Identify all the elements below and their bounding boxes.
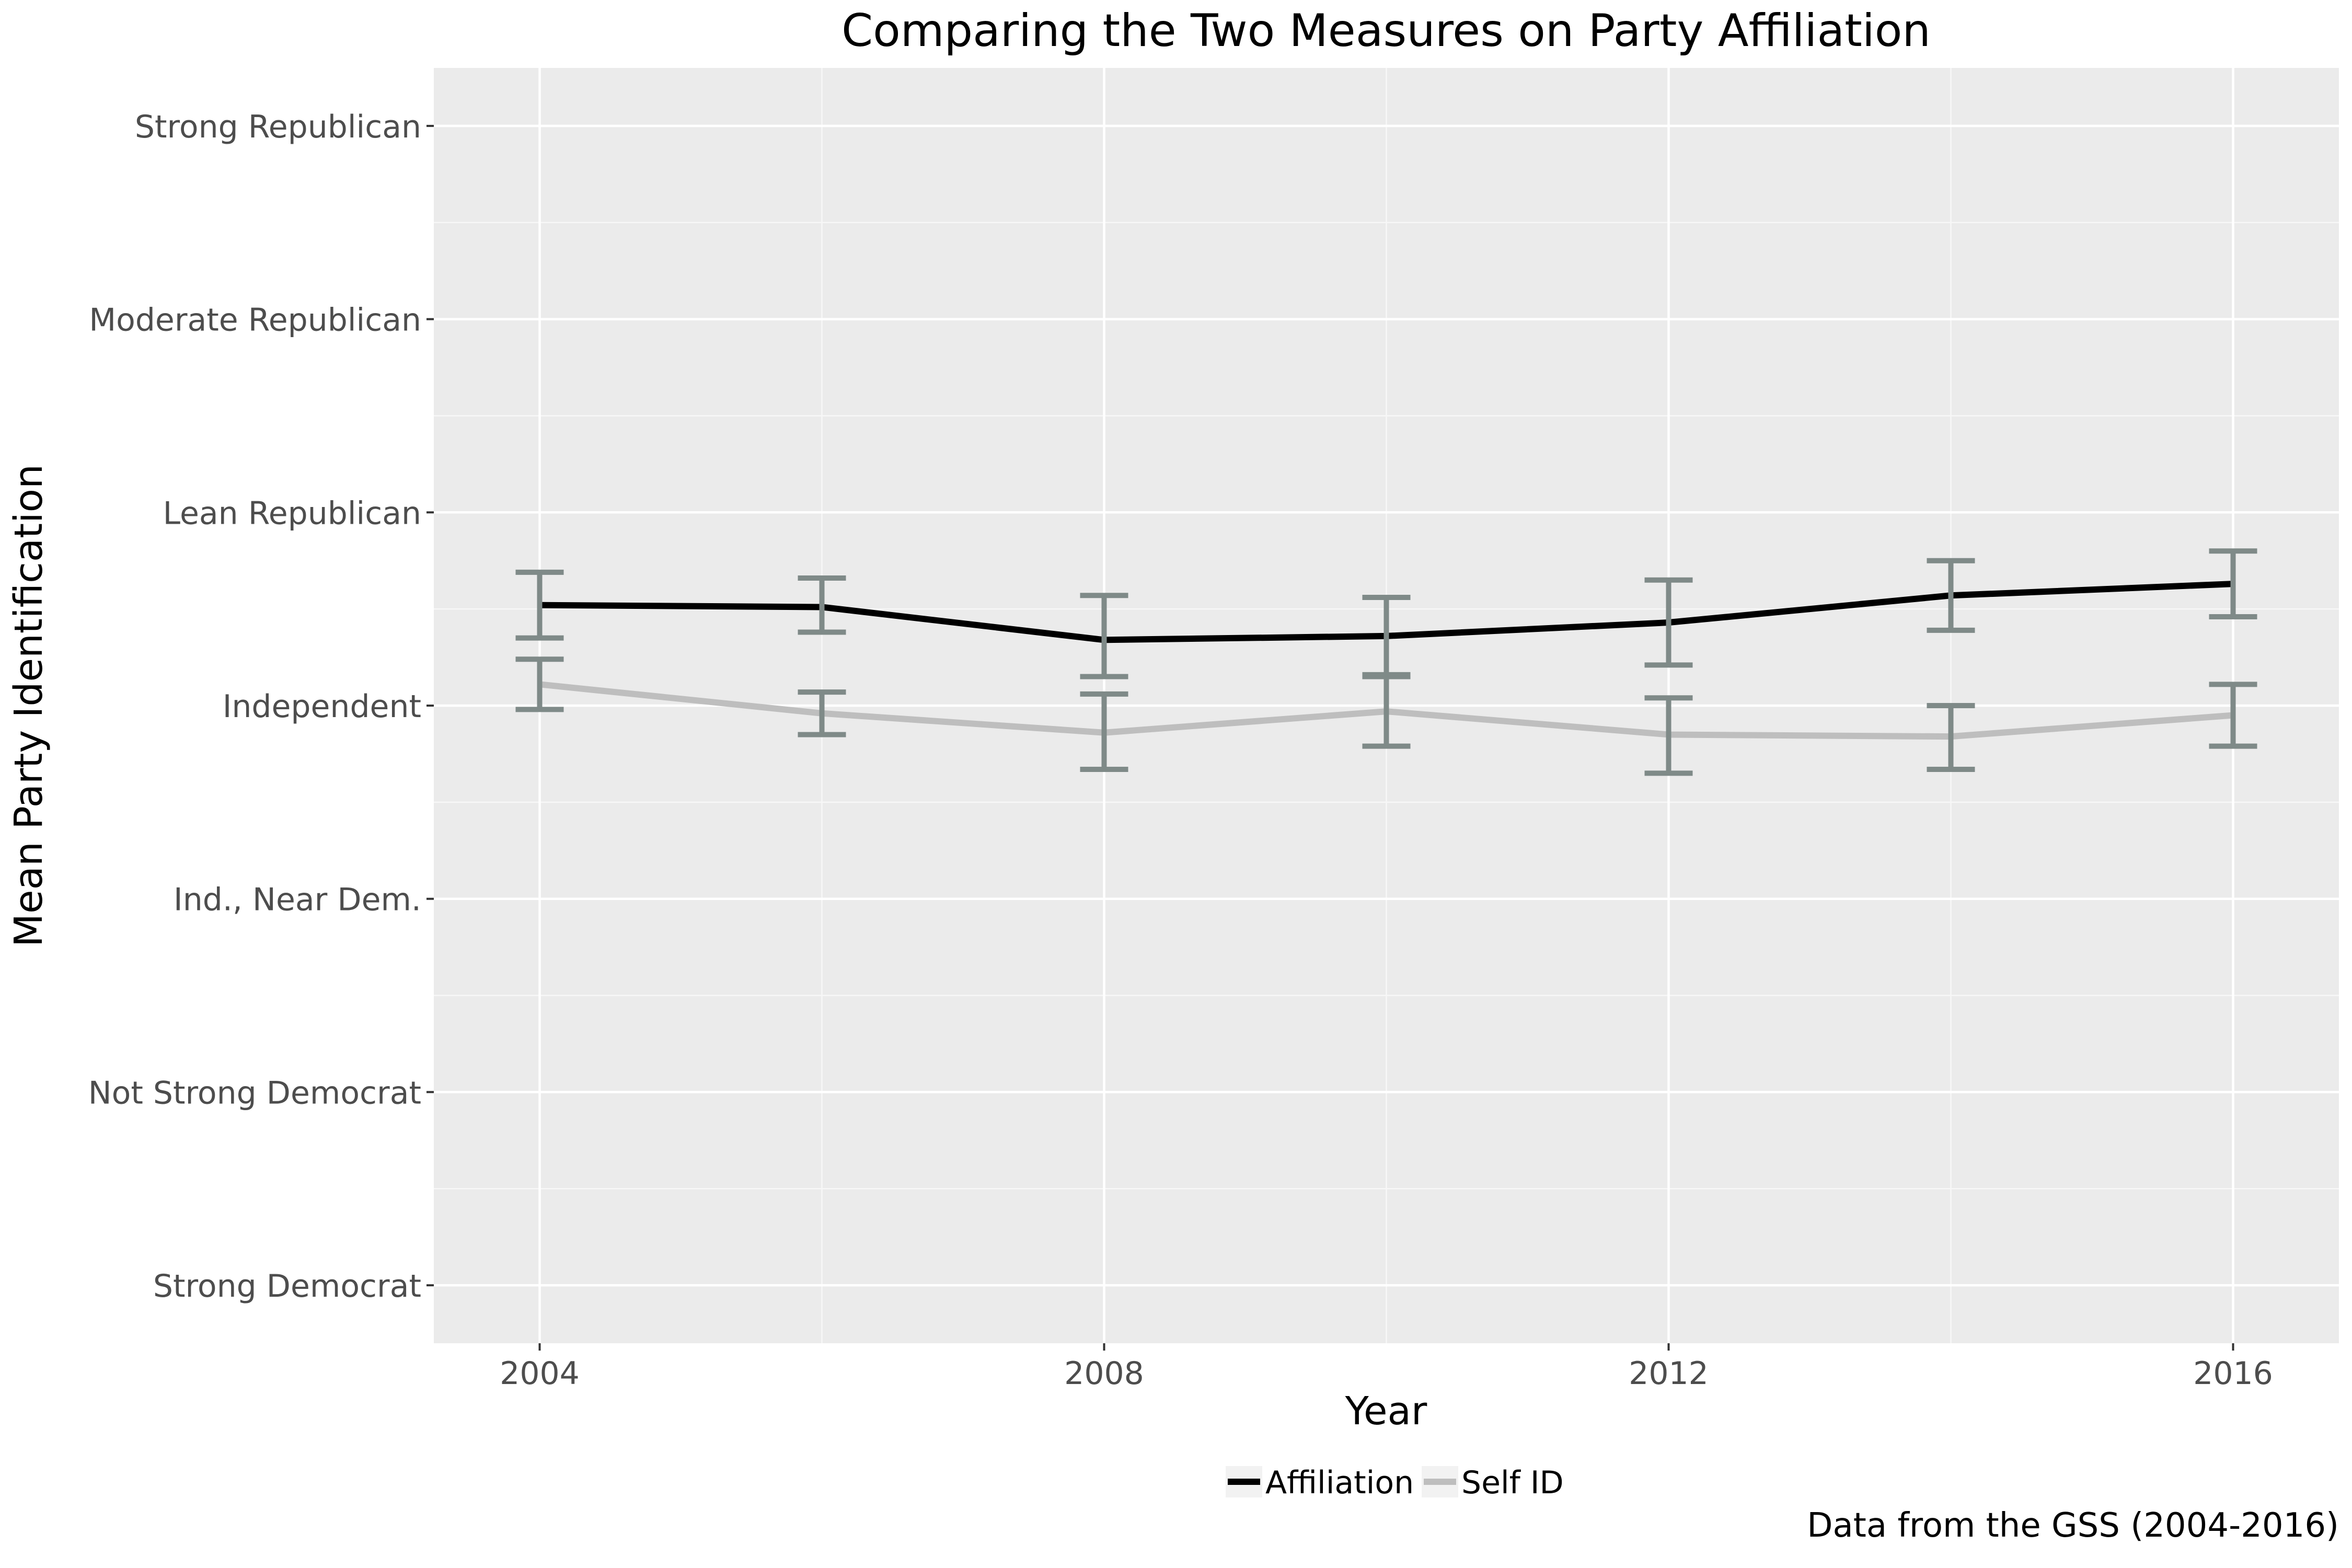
- y-tick-label: Strong Republican: [135, 109, 421, 145]
- y-tick-label: Moderate Republican: [89, 302, 421, 339]
- caption: Data from the GSS (2004-2016): [1807, 1506, 2339, 1545]
- legend: Affiliation Self ID: [1226, 1465, 1564, 1501]
- y-tick-label: Ind., Near Dem.: [174, 882, 421, 918]
- y-tick-label: Strong Democrat: [153, 1268, 421, 1305]
- error-bar-affiliation: [2209, 548, 2257, 619]
- legend-item-self-id: Self ID: [1422, 1465, 1564, 1501]
- error-bar-self-id: [1644, 695, 1693, 776]
- x-tick-label: 2008: [1064, 1355, 1144, 1392]
- x-tick-label: 2012: [1629, 1355, 1709, 1392]
- error-bar-self-id: [515, 656, 564, 712]
- error-bar-self-id: [1080, 691, 1128, 772]
- legend-item-affiliation: Affiliation: [1226, 1465, 1414, 1501]
- error-bar-self-id: [1927, 703, 1975, 772]
- y-axis-label: Mean Party Identification: [6, 464, 51, 947]
- y-axis: Strong Democrat Not Strong Democrat Ind., …: [88, 109, 434, 1305]
- error-bar-affiliation: [798, 575, 846, 635]
- error-bar-self-id: [2209, 682, 2257, 749]
- error-bar-affiliation: [1927, 558, 1975, 633]
- error-bar-self-id: [1362, 674, 1411, 749]
- error-bar-self-id: [798, 689, 846, 737]
- error-bars: [515, 548, 2257, 776]
- x-tick-label: 2016: [2193, 1355, 2273, 1392]
- x-axis: 2004 2008 2012 2016: [500, 1343, 2273, 1392]
- x-axis-label: Year: [1345, 1389, 1427, 1434]
- legend-label: Self ID: [1461, 1465, 1564, 1501]
- y-tick-label: Independent: [223, 688, 421, 725]
- y-tick-label: Not Strong Democrat: [88, 1075, 421, 1111]
- legend-label: Affiliation: [1265, 1465, 1414, 1501]
- error-bar-affiliation: [515, 569, 564, 641]
- y-tick-label: Lean Republican: [163, 495, 421, 532]
- error-bar-affiliation: [1080, 593, 1128, 679]
- x-tick-label: 2004: [500, 1355, 580, 1392]
- chart-title: Comparing the Two Measures on Party Affi…: [841, 5, 1931, 57]
- error-bar-affiliation: [1644, 577, 1693, 668]
